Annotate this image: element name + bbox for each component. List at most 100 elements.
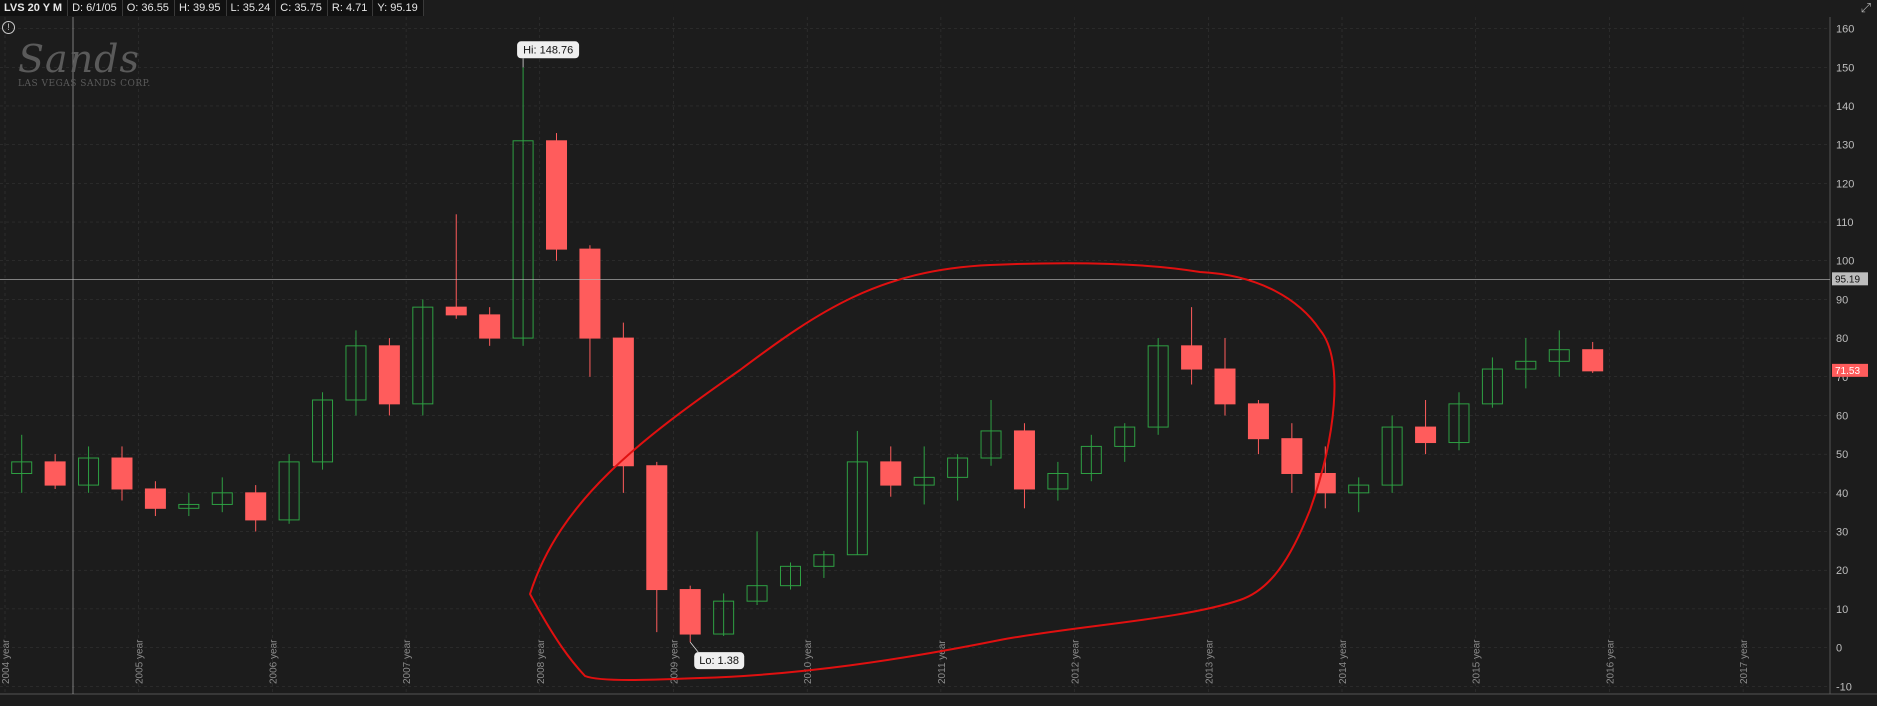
x-tick-label: 2017 year (1739, 639, 1750, 684)
candle-body (980, 430, 1002, 459)
candle-body (111, 457, 133, 490)
lo-label: Lo: 1.38 (689, 641, 745, 670)
candle-body (1481, 368, 1503, 405)
x-axis: 2004 year 2005 year 2006 year 2007 year 2008… (0, 639, 1877, 695)
candle-body (646, 465, 668, 591)
y-tick-label: 150 (1836, 62, 1854, 74)
y-tick-label: 140 (1836, 101, 1854, 113)
y-tick-label: 90 (1836, 294, 1848, 306)
x-tick-label: 2009 year (670, 639, 681, 684)
x-tick-label: 2012 year (1071, 639, 1082, 684)
low-readout: L: 35.24 (227, 0, 277, 16)
annotation-freehand-loop (528, 262, 1336, 681)
crosshair-price-tag: 95.19 (1832, 272, 1868, 286)
candle-body (278, 461, 300, 521)
svg-text:71.53: 71.53 (1835, 366, 1860, 377)
candle-body (813, 554, 835, 567)
grid (0, 17, 1830, 694)
y-readout: Y: 95.19 (373, 0, 424, 16)
y-tick-label: 60 (1836, 410, 1848, 422)
candle-body (178, 503, 200, 509)
candle-body (11, 461, 33, 474)
candle-body (1348, 484, 1370, 494)
candle-body (445, 306, 467, 316)
expand-icon[interactable]: ⤢ (1860, 0, 1871, 15)
company-watermark: Sands LAS VEGAS SANDS CORP. (18, 40, 151, 89)
watermark-brand: Sands (18, 37, 140, 81)
range-readout: R: 4.71 (328, 0, 374, 16)
candle-body (44, 461, 66, 486)
candles (11, 67, 1604, 643)
candle-body (1448, 403, 1470, 444)
candle-body (245, 492, 267, 521)
y-tick-label: 30 (1836, 527, 1848, 539)
x-tick-label: 2015 year (1472, 639, 1483, 684)
y-tick-label: -10 (1836, 681, 1852, 693)
info-icon[interactable]: ! (2, 21, 15, 34)
y-tick-label: 40 (1836, 488, 1848, 500)
candle-body (378, 345, 400, 405)
y-tick-label: 100 (1836, 256, 1854, 268)
y-axis: -100102030405060708090100110120130140150… (1829, 17, 1854, 694)
y-tick-label: 130 (1836, 140, 1854, 152)
svg-text:Hi: 148.76: Hi: 148.76 (523, 44, 573, 56)
candle-body (779, 565, 801, 587)
svg-text:Lo: 1.38: Lo: 1.38 (699, 655, 739, 667)
x-tick-label: 2010 year (803, 639, 814, 684)
candle-body (144, 488, 166, 509)
candle-body (1381, 426, 1403, 486)
x-tick-label: 2013 year (1204, 639, 1215, 684)
candle-body (579, 248, 601, 339)
x-tick-label: 2007 year (402, 639, 413, 684)
candle-body (312, 399, 334, 463)
candle-body (880, 461, 902, 486)
candle-body (479, 314, 501, 339)
candle-body (1047, 472, 1069, 490)
x-tick-label: 2008 year (536, 639, 547, 684)
last-price-tag: 71.53 (1832, 363, 1868, 377)
high-readout: H: 39.95 (175, 0, 227, 16)
candle-body (1281, 438, 1303, 474)
candle-body (546, 140, 568, 250)
y-tick-label: 20 (1836, 565, 1848, 577)
y-tick-label: 10 (1836, 604, 1848, 616)
candle-body (1247, 403, 1269, 440)
y-tick-label: 110 (1836, 217, 1854, 229)
x-tick-label: 2004 year (1, 639, 12, 684)
x-tick-label: 2005 year (135, 639, 146, 684)
candle-body (913, 476, 935, 486)
candle-body (412, 306, 434, 405)
date-readout: D: 6/1/05 (68, 0, 123, 16)
candle-body (846, 461, 868, 556)
candle-body (947, 457, 969, 478)
candle-body (1515, 360, 1537, 370)
x-tick-label: 2011 year (937, 640, 948, 684)
hi-label: Hi: 148.76 (517, 41, 580, 68)
y-tick-label: 120 (1836, 178, 1854, 190)
candle-body (713, 600, 735, 635)
candle-body (1181, 345, 1203, 370)
y-tick-label: 160 (1836, 24, 1854, 36)
candle-body (746, 585, 768, 602)
x-tick-label: 2006 year (268, 639, 279, 684)
candle-body (679, 589, 701, 635)
symbol-label[interactable]: LVS 20 Y M (0, 0, 69, 16)
watermark-corp: LAS VEGAS SANDS CORP. (18, 79, 151, 89)
candle-body (1013, 430, 1035, 490)
candle-body (1080, 445, 1102, 474)
svg-text:95.19: 95.19 (1835, 274, 1860, 285)
candle-body (1582, 349, 1604, 372)
candle-body (1548, 349, 1570, 362)
close-readout: C: 35.75 (276, 0, 328, 16)
candle-body (1114, 426, 1136, 447)
candle-body (1147, 345, 1169, 428)
y-tick-label: 0 (1836, 643, 1842, 655)
y-tick-label: 80 (1836, 333, 1848, 345)
x-tick-label: 2014 year (1338, 639, 1349, 684)
ohlc-info-bar: LVS 20 Y M D: 6/1/05 O: 36.55 H: 39.95 L… (0, 0, 424, 16)
candle-body (612, 337, 634, 467)
candle-body (1415, 426, 1437, 444)
candle-body (1214, 368, 1236, 405)
candle-body (345, 345, 367, 401)
